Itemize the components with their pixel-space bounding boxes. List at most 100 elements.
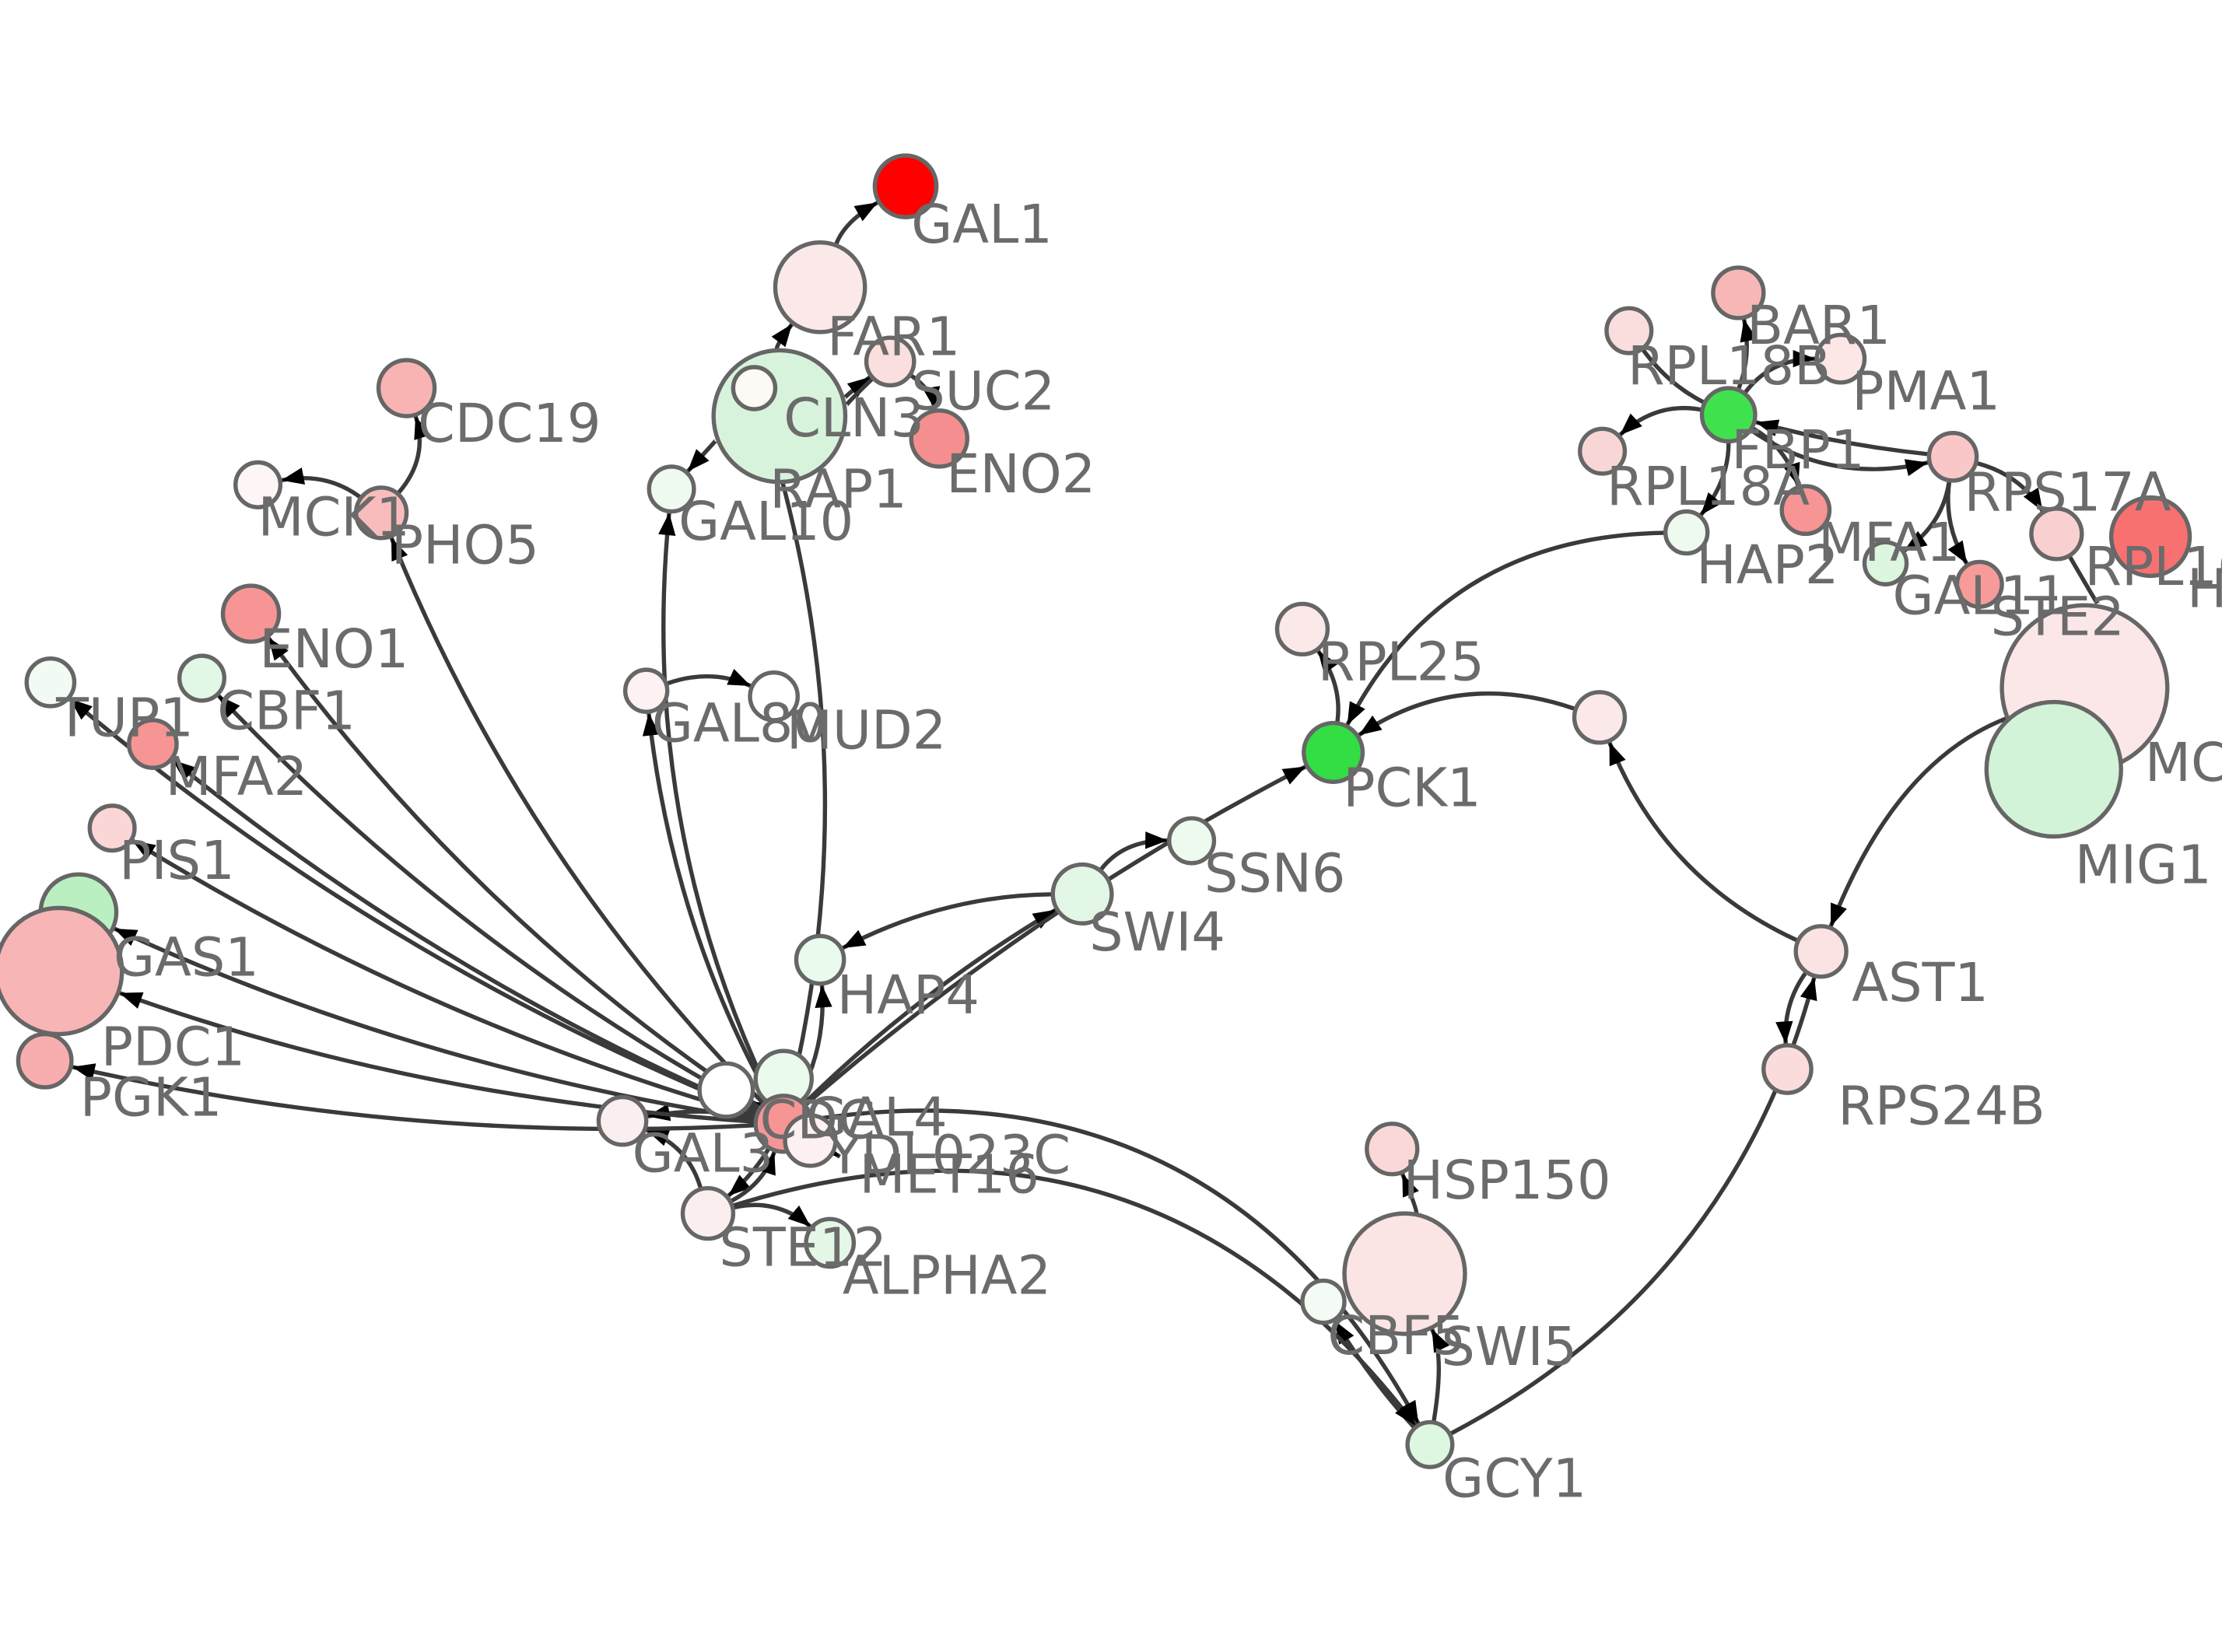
arrowhead-icon (2023, 487, 2043, 512)
arrowhead-icon (1783, 461, 1800, 486)
arrowhead-icon (1947, 540, 1968, 565)
node-label-pck1: PCK1 (1343, 757, 1481, 819)
graph-node-cdc_hub[interactable] (697, 1061, 755, 1119)
edge-gal4-to-rap1[interactable] (759, 408, 828, 1096)
graph-node-hap4[interactable] (794, 933, 846, 986)
edge-fbp1-to-rps17a[interactable] (1750, 429, 1929, 471)
edge-rpl18b-to-fbp1[interactable] (1641, 348, 1705, 404)
graph-node-far1[interactable] (773, 240, 867, 334)
edge-swi4-to-hap4[interactable] (841, 892, 1052, 950)
graph-node-cbf5[interactable] (1300, 1278, 1347, 1325)
graph-node-mfa1[interactable] (1779, 484, 1832, 537)
edge-gal4-to-gcy1[interactable] (812, 1108, 1421, 1425)
node-label-rpl25: RPL25 (1318, 631, 1484, 693)
arrowhead-icon (727, 668, 752, 687)
arrowhead-icon (771, 324, 793, 348)
graph-node-rpl16a[interactable] (2029, 506, 2084, 562)
graph-node-gcy1[interactable] (1405, 1419, 1455, 1469)
arrowhead-icon (1620, 413, 1642, 436)
edge-gal4-to-cbf1[interactable] (216, 694, 759, 1112)
arrowhead-icon (132, 840, 156, 860)
edge-ste12-to-gcy1[interactable] (732, 1168, 1418, 1427)
graph-node-ste2[interactable] (1954, 559, 2004, 609)
node-label-bar1: BAR1 (1747, 295, 1891, 357)
edge-gal4-to-eno1[interactable] (266, 636, 761, 1110)
graph-node-pis1[interactable] (87, 803, 137, 853)
arrowhead-icon (414, 416, 431, 440)
node-label-gal3: GAL3 (633, 1123, 774, 1185)
arrowhead-icon (72, 1063, 96, 1081)
graph-node-hsp150[interactable] (1365, 1122, 1420, 1177)
graph-node-pho5[interactable] (353, 485, 409, 541)
graph-node-eno2[interactable] (909, 408, 970, 469)
graph-node-pma1[interactable] (1814, 332, 1867, 385)
graph-node-his4[interactable] (2108, 495, 2192, 579)
edge-hap2-to-pck1[interactable] (1345, 530, 1664, 726)
node-label-met16: MET16 (860, 1144, 1039, 1206)
arrowhead-icon (853, 202, 878, 222)
graph-node-gal80[interactable] (622, 667, 670, 714)
edge-gal4-to-gal10[interactable] (661, 512, 773, 1098)
edge-gal4-to-pgk1[interactable] (72, 1065, 755, 1132)
edge-gal4-to-pis1[interactable] (131, 838, 756, 1118)
graph-node-rps17a[interactable] (1926, 430, 1979, 483)
edge-gal4-to-tup1[interactable] (68, 697, 758, 1115)
graph-node-eno1[interactable] (220, 583, 282, 644)
edge-mcm1-to-ast1[interactable] (1828, 716, 2007, 928)
node-label-his4: HIS4 (2187, 558, 2222, 621)
edge-unlabeled_r-to-pck1[interactable] (1357, 691, 1575, 737)
edge-gal4-to-gas1[interactable] (113, 926, 755, 1122)
graph-node-pck1[interactable] (1302, 720, 1365, 784)
arrowhead-icon (1358, 715, 1383, 736)
graph-node-alpha2[interactable] (804, 1216, 857, 1269)
graph-node-cbf1[interactable] (177, 653, 227, 703)
graph-node-gal3[interactable] (596, 1094, 649, 1147)
graph-node-ssn6[interactable] (1167, 816, 1217, 866)
graph-node-mck1[interactable] (233, 460, 283, 509)
graph-node-unlabeled_r[interactable] (1572, 690, 1628, 745)
graph-node-mig1[interactable] (1984, 699, 2123, 839)
graph-node-ste12[interactable] (680, 1185, 736, 1241)
graph-node-ydl023c[interactable] (783, 1113, 838, 1168)
node-label-hap2: HAP2 (1696, 534, 1838, 597)
arrowhead-icon (1793, 350, 1816, 368)
graph-node-gal10[interactable] (647, 464, 696, 514)
edge-gal4-to-mfa2[interactable] (170, 758, 758, 1115)
graph-node-pgk1[interactable] (16, 1031, 74, 1090)
graph-node-ast1[interactable] (1793, 924, 1849, 979)
graph-node-rps24b[interactable] (1761, 1043, 1814, 1095)
graph-node-cdc19[interactable] (376, 358, 437, 418)
arrowhead-icon (218, 695, 240, 718)
edge-gal4-to-pdc1[interactable] (118, 991, 755, 1124)
graph-node-hap2[interactable] (1663, 509, 1710, 556)
graph-node-fbp1[interactable] (1699, 386, 1758, 444)
edge-gal4-to-pho5[interactable] (389, 537, 765, 1104)
node-label-gcy1: GCY1 (1442, 1448, 1586, 1510)
arrowhead-icon (1347, 701, 1365, 726)
graph-node-rap1[interactable] (731, 365, 778, 411)
edge-gal4-to-pck1[interactable] (804, 765, 1307, 1107)
graph-node-tup1[interactable] (24, 656, 77, 709)
graph-node-swi5[interactable] (1342, 1211, 1467, 1336)
graph-node-swi4[interactable] (1050, 862, 1114, 926)
graph-node-mud2[interactable] (748, 670, 800, 723)
node-label-ste12: STE12 (719, 1216, 887, 1279)
edge-gal4-to-swi4[interactable] (803, 908, 1057, 1105)
arrowhead-icon (1831, 902, 1847, 927)
edge-gal4-to-gal80[interactable] (647, 712, 772, 1100)
arrowhead-icon (281, 467, 306, 485)
arrowhead-icon (1032, 909, 1056, 929)
graph-node-suc2[interactable] (864, 335, 916, 388)
graph-node-gal11[interactable] (1862, 540, 1909, 586)
graph-node-rpl25[interactable] (1274, 601, 1330, 657)
graph-node-rpl18b[interactable] (1604, 306, 1654, 355)
graph-node-pdc1[interactable] (0, 905, 124, 1037)
graph-node-bar1[interactable] (1711, 265, 1766, 320)
graph-node-mfa2[interactable] (127, 718, 179, 770)
graph-node-rpl18a[interactable] (1578, 426, 1628, 476)
arrowhead-icon (1281, 766, 1306, 785)
edge-ast1-to-unlabeled_r[interactable] (1607, 741, 1798, 943)
graph-node-gal1[interactable] (872, 153, 939, 219)
